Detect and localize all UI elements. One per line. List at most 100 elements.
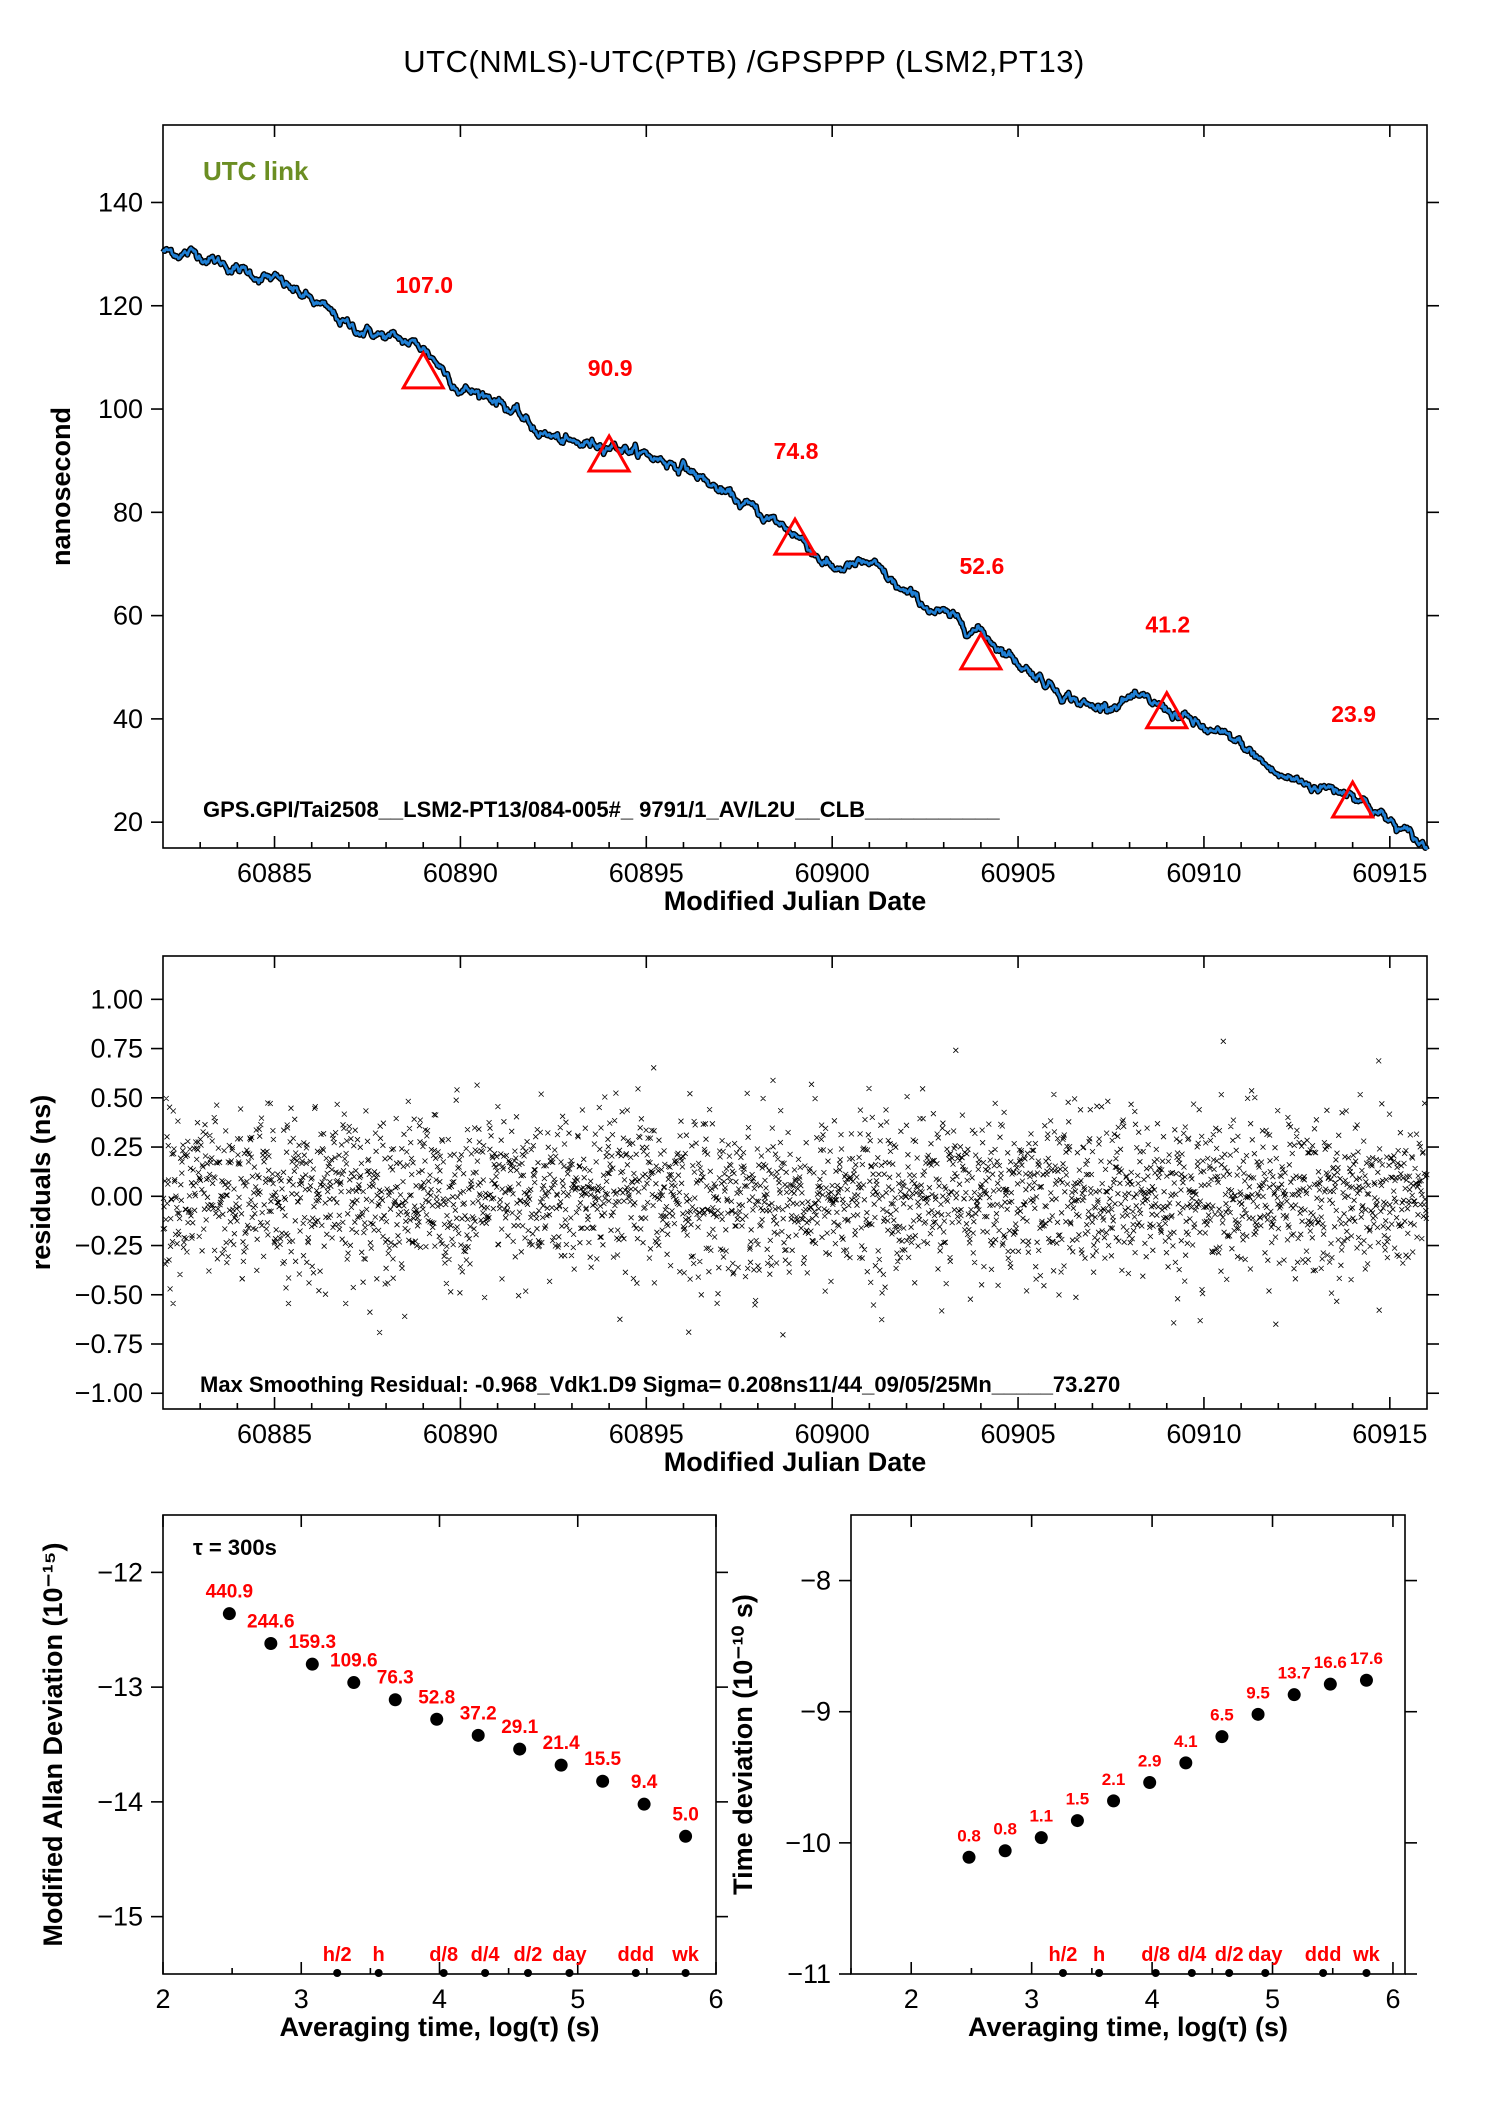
time-mark-label: h <box>373 1944 385 1966</box>
time-mark-dot <box>1225 1969 1234 1977</box>
y-tick-label: 0.25 <box>90 1132 143 1162</box>
data-point <box>388 1693 402 1707</box>
y-tick-label: −9 <box>800 1697 831 1727</box>
x-axis-label: Modified Julian Date <box>664 1447 927 1477</box>
x-tick-label: 60910 <box>1166 858 1241 888</box>
legend-label: UTC link <box>203 156 309 186</box>
data-point <box>430 1712 444 1726</box>
data-point <box>1323 1677 1337 1691</box>
data-point <box>513 1742 527 1756</box>
x-tick-label: 60900 <box>795 858 870 888</box>
x-tick-label: 60915 <box>1352 858 1427 888</box>
data-point <box>1070 1814 1084 1828</box>
data-point <box>471 1728 485 1742</box>
data-point-label: 37.2 <box>460 1703 497 1724</box>
residual-points <box>160 1038 1430 1338</box>
x-tick-label: 2 <box>904 1984 919 2014</box>
y-tick-label: −13 <box>97 1672 143 1702</box>
time-mark-dot <box>1187 1969 1196 1977</box>
time-mark-dot <box>333 1969 342 1977</box>
y-axis-label: Time deviation (10⁻¹⁰ s) <box>728 1594 758 1895</box>
time-mark-label: day <box>1248 1944 1283 1966</box>
time-mark-dot <box>1058 1969 1067 1977</box>
data-point <box>347 1676 361 1690</box>
time-mark-label: h/2 <box>1049 1944 1078 1966</box>
y-tick-label: 0.50 <box>90 1083 143 1113</box>
y-tick-label: −10 <box>785 1828 831 1858</box>
time-mark-dot <box>1095 1969 1104 1977</box>
data-point-label: 5.0 <box>672 1804 698 1825</box>
data-point-label: 16.6 <box>1314 1653 1347 1672</box>
y-tick-label: 80 <box>113 497 143 527</box>
mdev-chart: 2 3 4 5 6 −15 −14 −13 −12 Averaging time, log(τ) … <box>38 1514 728 2042</box>
x-tick-label: 60885 <box>237 858 312 888</box>
time-mark-label: ddd <box>617 1944 654 1966</box>
x-tick-label: 4 <box>432 1984 447 2014</box>
time-mark-label: h/2 <box>323 1944 352 1966</box>
data-point-label: 440.9 <box>206 1582 254 1603</box>
data-point-label: 15.5 <box>584 1749 621 1770</box>
time-mark-label: d/8 <box>1141 1944 1170 1966</box>
x-tick-label: 6 <box>1385 1984 1400 2014</box>
data-point-label: 21.4 <box>543 1733 580 1754</box>
data-point-label: 4.1 <box>1174 1732 1198 1751</box>
y-tick-label: 120 <box>98 291 143 321</box>
residuals-chart: 60885 60890 60895 60900 60905 60910 60915 −1.00… <box>26 955 1439 1477</box>
series-outline <box>160 245 1430 851</box>
time-mark-label: d/2 <box>514 1944 543 1966</box>
data-point <box>1179 1756 1193 1770</box>
time-mark-dot <box>1362 1969 1371 1977</box>
data-point-label: 9.5 <box>1246 1683 1270 1702</box>
data-point-label: 17.6 <box>1350 1649 1383 1668</box>
data-point-label: 1.1 <box>1029 1807 1053 1826</box>
x-tick-label: 60895 <box>609 858 684 888</box>
time-mark-label: day <box>552 1944 587 1966</box>
time-mark-dot <box>481 1969 490 1977</box>
y-tick-label: −8 <box>800 1566 831 1596</box>
marker-triangle <box>1330 779 1376 819</box>
x-tick-label: 60890 <box>423 858 498 888</box>
time-mark-dot <box>631 1969 640 1977</box>
data-point-label: 109.6 <box>330 1651 378 1672</box>
time-mark-label: wk <box>671 1944 700 1966</box>
x-tick-label: 4 <box>1145 1984 1160 2014</box>
time-mark-dot <box>1151 1969 1160 1977</box>
data-point-label: 29.1 <box>501 1717 538 1738</box>
y-tick-label: 40 <box>113 704 143 734</box>
x-tick-label: 60895 <box>609 1419 684 1449</box>
x-tick-label: 60905 <box>981 1419 1056 1449</box>
data-point <box>1359 1673 1373 1687</box>
time-mark-label: d/4 <box>1177 1944 1207 1966</box>
data-point-label: 52.8 <box>418 1687 455 1708</box>
x-tick-label: 5 <box>1265 1984 1280 2014</box>
marker-value-label: 52.6 <box>959 553 1004 579</box>
data-point-label: 6.5 <box>1210 1706 1234 1725</box>
plot-frame <box>850 1514 1406 1975</box>
data-point-label: 0.8 <box>993 1820 1017 1839</box>
x-tick-label: 60915 <box>1352 1419 1427 1449</box>
x-axis-label: Modified Julian Date <box>664 886 927 916</box>
marker-triangle <box>1144 689 1190 730</box>
time-mark-dot <box>523 1969 532 1977</box>
data-point-label: 13.7 <box>1278 1664 1311 1683</box>
data-point <box>998 1844 1012 1858</box>
time-mark-dot <box>565 1969 574 1977</box>
time-mark-label: d/2 <box>1215 1944 1244 1966</box>
phase-chart: 60885 60890 60895 60900 60905 60910 60915 20 40 6… <box>46 124 1439 916</box>
data-point <box>637 1797 651 1811</box>
time-mark-label: h <box>1093 1944 1105 1966</box>
data-point <box>962 1850 976 1864</box>
y-tick-label: 1.00 <box>90 984 143 1014</box>
time-mark-dot <box>1319 1969 1328 1977</box>
time-mark-dot <box>1261 1969 1270 1977</box>
x-tick-label: 3 <box>294 1984 309 2014</box>
data-point-label: 0.8 <box>957 1826 981 1845</box>
y-tick-label: −0.75 <box>75 1329 143 1359</box>
y-tick-label: 0.75 <box>90 1034 143 1064</box>
data-point <box>1034 1831 1048 1845</box>
y-tick-label: −1.00 <box>75 1378 143 1408</box>
data-point <box>222 1607 236 1621</box>
x-tick-label: 6 <box>708 1984 723 2014</box>
time-mark-dot <box>439 1969 448 1977</box>
